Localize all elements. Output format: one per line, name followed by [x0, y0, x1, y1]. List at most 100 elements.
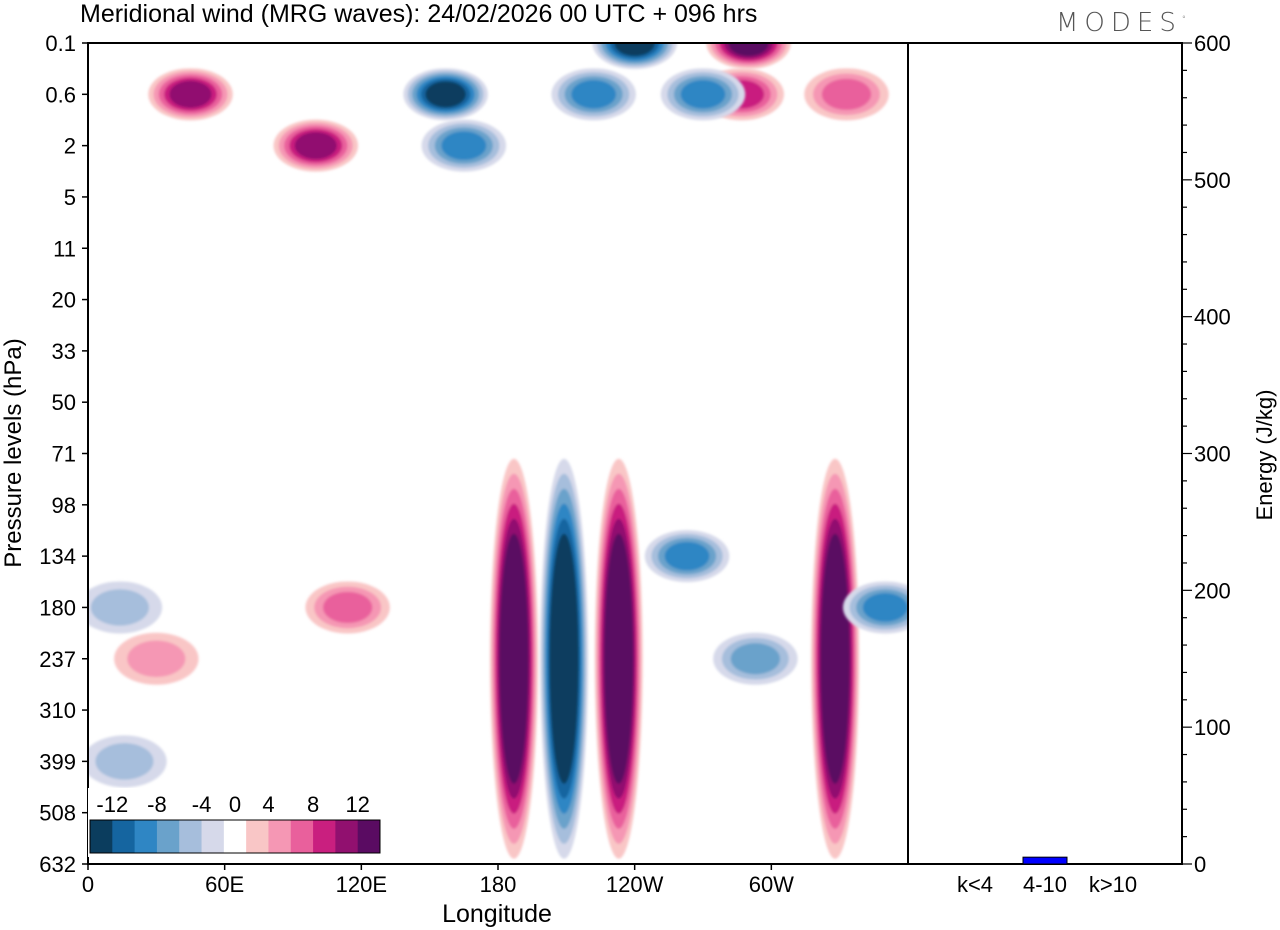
contour-band [553, 563, 575, 754]
energy-category-label: k<4 [957, 872, 993, 897]
colorbar-swatch [313, 820, 336, 853]
energy-tick-label: 300 [1194, 442, 1231, 467]
y-tick-label: 399 [39, 749, 76, 774]
colorbar-swatch [201, 820, 225, 853]
energy-tick-label: 500 [1194, 168, 1231, 193]
wind-anomaly [88, 581, 163, 634]
y-tick-label: 2 [64, 134, 76, 159]
energy-tick-label: 200 [1194, 578, 1231, 603]
colorbar-label: 12 [345, 792, 369, 817]
wind-anomaly [804, 68, 889, 121]
wind-anomaly [594, 458, 643, 859]
wind-anomaly [403, 68, 488, 121]
wind-anomaly [489, 458, 538, 859]
y-tick-label: 508 [39, 801, 76, 826]
y-tick-label: 11 [53, 236, 76, 261]
contour-band [824, 563, 846, 754]
contour-band [127, 640, 186, 677]
colorbar-label: -4 [192, 792, 212, 817]
contour-band [821, 78, 872, 110]
chart-title: Meridional wind (MRG waves): 24/02/2026 … [80, 0, 757, 28]
colorbar-label: 4 [262, 792, 274, 817]
colorbar-swatch [179, 820, 203, 853]
energy-panel-frame [907, 42, 1183, 865]
contour-band [425, 81, 466, 108]
x-tick-label: 180 [480, 872, 517, 897]
contour-band [730, 643, 781, 675]
x-tick-label: 0 [82, 872, 94, 897]
colorbar-swatch [90, 820, 113, 853]
x-tick-label: 60E [205, 872, 244, 897]
wind-anomaly [811, 458, 860, 859]
contour-band [728, 43, 769, 56]
wind-anomaly [592, 43, 677, 69]
x-axis: 0 60E 120E 180 120W 60W [82, 864, 794, 897]
y-tick-label: 98 [52, 493, 76, 518]
colorbar-swatch [112, 820, 136, 853]
colorbar-swatch [246, 820, 269, 853]
contour-band [503, 563, 525, 754]
colorbar-label: -8 [147, 792, 167, 817]
energy-axis-label: Energy (J/kg) [1252, 390, 1277, 521]
energy-tick-label: 600 [1194, 31, 1231, 56]
colorbar-frame [89, 819, 381, 854]
colorbar-swatch [290, 820, 314, 853]
y-axis-label: Pressure levels (hPa) [0, 338, 27, 567]
contour-band [169, 80, 212, 108]
energy-bars: k<4 4-10 k>10 [953, 856, 1137, 897]
wind-anomaly [540, 458, 589, 859]
colorbar-swatch [357, 820, 381, 853]
wind-anomaly [421, 119, 507, 172]
wind-anomaly [644, 530, 730, 583]
y-axis-left: 0.1 0.6 2 5 11 20 33 50 71 98 134 180 237 310 399 508 63… [39, 31, 88, 877]
wind-anomaly [842, 581, 908, 634]
contour-band [664, 541, 710, 571]
x-tick-label: 60W [749, 872, 794, 897]
x-tick-label: 120E [336, 872, 387, 897]
energy-tick-label: 100 [1194, 715, 1231, 740]
x-tick-label: 120W [606, 872, 664, 897]
colorbar-label: 8 [307, 792, 319, 817]
y-tick-label: 237 [39, 647, 76, 672]
y-tick-label: 632 [39, 852, 76, 877]
x-axis-label: Longitude [442, 900, 552, 928]
colorbar-label: -12 [96, 792, 128, 817]
contour-band [614, 43, 655, 56]
contour-band [862, 593, 908, 622]
contour-band [323, 591, 373, 624]
contour-band [90, 589, 149, 626]
energy-category-label: 4-10 [1023, 872, 1067, 897]
y-tick-label: 134 [39, 544, 76, 569]
y-tick-label: 50 [52, 390, 76, 415]
colorbar-swatch [156, 820, 180, 853]
contour-band [571, 80, 617, 109]
y-tick-label: 33 [52, 339, 76, 364]
wind-anomaly [706, 43, 791, 69]
wind-anomaly [713, 632, 798, 685]
energy-category-label: k>10 [1089, 872, 1137, 897]
wind-anomaly [114, 632, 199, 685]
modes-logo: MODES° [1056, 8, 1186, 38]
y-tick-label: 0.1 [45, 31, 76, 56]
wind-anomaly [273, 119, 359, 172]
wind-anomaly [551, 68, 636, 121]
colorbar-swatch [223, 820, 247, 853]
wind-anomaly [148, 68, 233, 121]
wind-anomaly [305, 581, 390, 634]
y-tick-label: 71 [52, 442, 76, 467]
wind-anomaly [660, 68, 746, 121]
colorbar: -12 -8 -4 0 4 8 12 [88, 788, 382, 857]
y-axis-right: 0 100 200 300 400 500 600 [1182, 31, 1231, 877]
contour-band [680, 80, 726, 109]
energy-tick-label: 0 [1194, 852, 1206, 877]
contour-band [95, 743, 154, 780]
y-tick-label: 20 [52, 288, 76, 313]
y-tick-label: 180 [39, 595, 76, 620]
energy-tick-label: 400 [1194, 305, 1231, 330]
colorbar-label: 0 [229, 792, 241, 817]
y-tick-label: 5 [64, 185, 76, 210]
y-tick-label: 310 [39, 698, 76, 723]
energy-bar [1022, 856, 1068, 865]
contour-band [294, 132, 337, 160]
